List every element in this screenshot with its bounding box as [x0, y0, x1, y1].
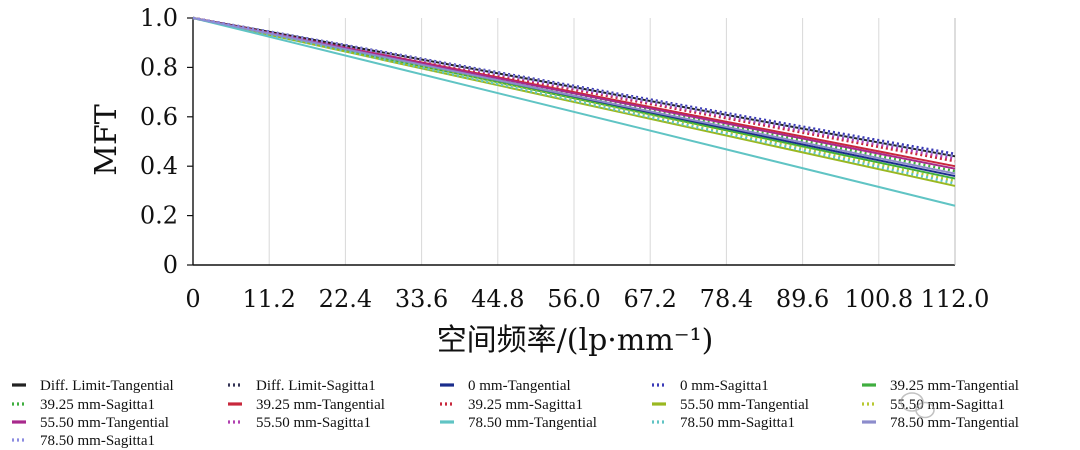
x-tick-label: 67.2	[623, 285, 676, 313]
legend-label: 55.50 mm-Tangential	[680, 397, 809, 413]
legend-label: 0 mm-Sagitta1	[680, 378, 769, 394]
legend-label: 78.50 mm-Sagitta1	[40, 433, 155, 449]
tick-labels: 0 11.2 22.4 33.6 44.8 56.0 67.2 78.4 89.6 100.8 11…	[140, 4, 990, 313]
legend-label: 78.50 mm-Tangential	[890, 415, 1019, 431]
series-lines	[192, 16, 956, 207]
legend-label: 0 mm-Tangential	[468, 378, 571, 394]
y-tick-label: 0.6	[140, 103, 178, 131]
x-tick-label: 44.8	[471, 285, 524, 313]
legend-label: Diff. Limit-Sagitta1	[256, 378, 376, 394]
legend-label: 78.50 mm-Sagitta1	[680, 415, 795, 431]
legend-label: 39.25 mm-Tangential	[256, 397, 385, 413]
x-tick-label: 112.0	[921, 285, 990, 313]
y-tick-label: 0.2	[140, 202, 178, 230]
series-line	[192, 16, 956, 163]
legend-label: Diff. Limit-Tangential	[40, 378, 174, 394]
series-line	[192, 17, 956, 207]
legend-label: 39.25 mm-Sagitta1	[468, 397, 583, 413]
x-tick-label: 33.6	[395, 285, 448, 313]
wechat-icon	[900, 392, 935, 419]
legend-label: 39.25 mm-Sagitta1	[40, 397, 155, 413]
legend: Diff. Limit-Tangential Diff. Limit-Sagitt…	[12, 378, 1019, 449]
legend-label: 55.50 mm-Sagitta1	[256, 415, 371, 431]
series-line	[192, 16, 956, 156]
series-line	[192, 16, 956, 161]
watermark	[900, 392, 935, 419]
x-tick-label: 11.2	[242, 285, 295, 313]
x-tick-label: 78.4	[700, 285, 753, 313]
x-tick-label: 56.0	[547, 285, 600, 313]
y-tick-label: 0.4	[140, 152, 178, 180]
y-tick-label: 0.8	[140, 53, 178, 81]
legend-label: 55.50 mm-Tangential	[40, 415, 169, 431]
legend-label: 78.50 mm-Tangential	[468, 415, 597, 431]
y-tick-label: 0	[163, 251, 178, 279]
x-tick-label: 100.8	[844, 285, 913, 313]
x-tick-label: 0	[185, 285, 200, 313]
x-tick-label: 89.6	[776, 285, 829, 313]
axes	[187, 17, 956, 266]
x-axis-title: 空间频率/(lp·mm⁻¹)	[437, 323, 714, 358]
series-line	[192, 16, 956, 158]
series-line	[192, 17, 956, 175]
y-axis-title: MFT	[89, 104, 124, 176]
x-tick-label: 22.4	[319, 285, 372, 313]
y-tick-label: 1.0	[140, 4, 178, 32]
legend-label: 39.25 mm-Tangential	[890, 378, 1019, 394]
